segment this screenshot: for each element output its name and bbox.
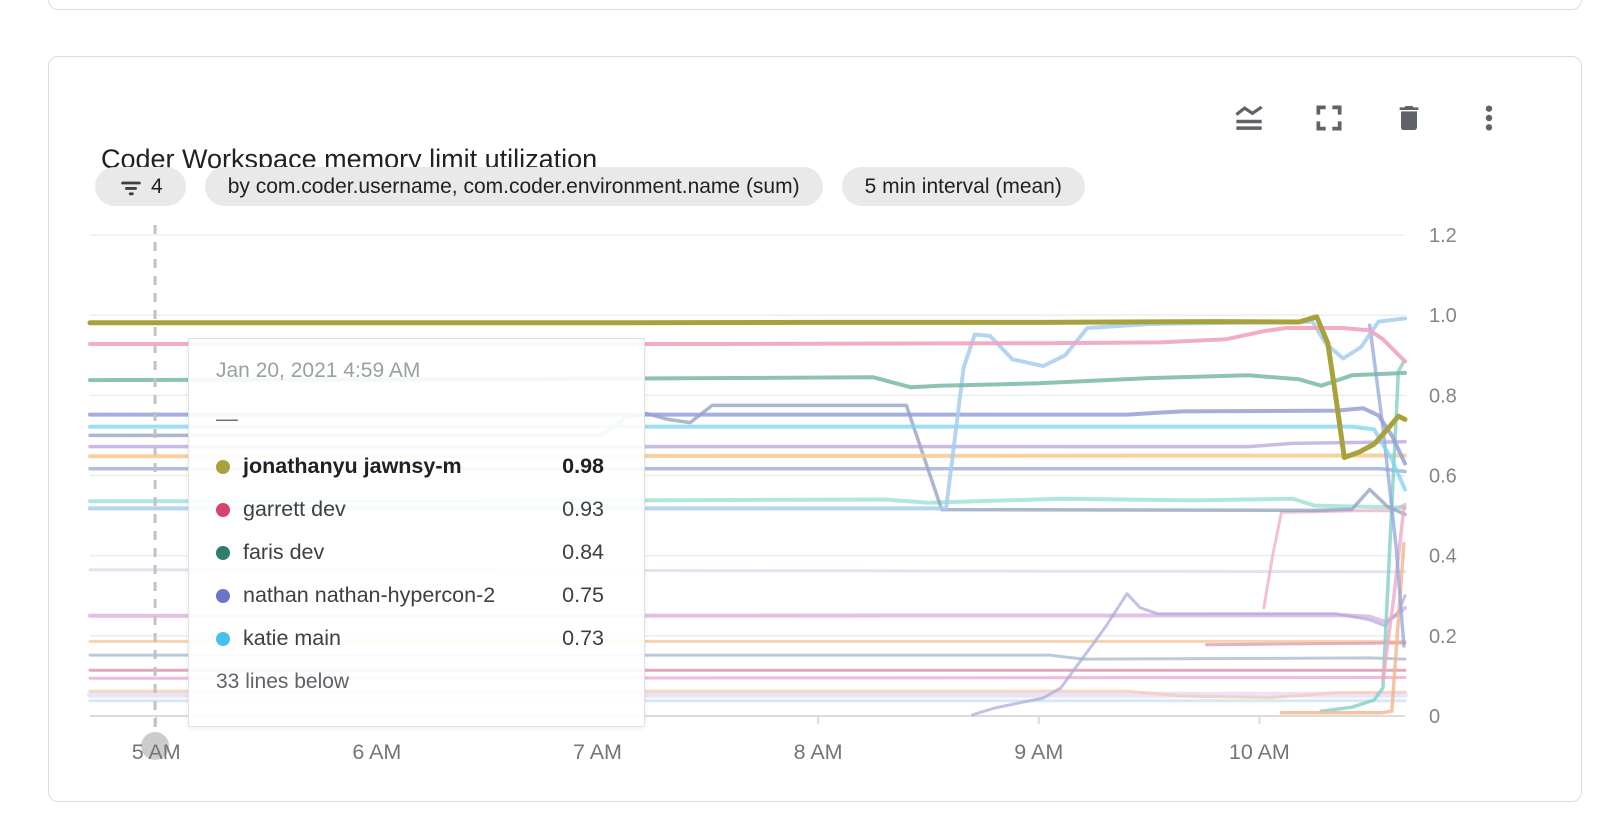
more-vert-icon	[1485, 105, 1493, 131]
svg-text:5 AM: 5 AM	[132, 740, 181, 764]
svg-text:8 AM: 8 AM	[794, 740, 843, 764]
series-color-dot	[216, 631, 230, 646]
chart-tooltip: Jan 20, 2021 4:59 AM — jonathanyu jawnsy…	[188, 338, 645, 727]
chart-card: Coder Workspace memory limit utilization	[48, 56, 1582, 802]
tooltip-footer: 33 lines below	[216, 669, 350, 693]
svg-text:7 AM: 7 AM	[573, 740, 622, 764]
series-label: faris dev	[243, 540, 325, 564]
tooltip-row: nathan nathan-hypercon-2 0.75	[216, 574, 604, 617]
series-value: 0.75	[562, 583, 604, 607]
series-value: 0.73	[562, 626, 604, 650]
chip-row: 4 by com.coder.username, com.coder.envir…	[95, 167, 1085, 206]
tooltip-rows: jonathanyu jawnsy-m 0.98 garrett dev 0.93 fa…	[216, 445, 604, 660]
series-label: nathan nathan-hypercon-2	[243, 583, 496, 607]
svg-text:0.6: 0.6	[1429, 466, 1457, 488]
filter-icon	[118, 174, 144, 200]
filter-chip[interactable]: 4	[95, 167, 186, 206]
series-color-dot	[216, 459, 230, 474]
tooltip-timestamp: Jan 20, 2021 4:59 AM	[216, 359, 421, 382]
series-value: 0.93	[562, 497, 604, 521]
chart-type-icon	[1235, 105, 1263, 130]
card-toolbar	[1233, 102, 1505, 134]
group-by-chip[interactable]: by com.coder.username, com.coder.environ…	[204, 167, 823, 206]
filter-count: 4	[151, 174, 163, 198]
trash-icon	[1399, 106, 1419, 130]
svg-text:6 AM: 6 AM	[352, 740, 401, 764]
svg-text:0.4: 0.4	[1429, 546, 1457, 568]
tooltip-row: garrett dev 0.93	[216, 488, 604, 531]
adjacent-card-bottom-edge	[48, 0, 1582, 10]
svg-text:9 AM: 9 AM	[1014, 740, 1063, 764]
svg-text:0.2: 0.2	[1429, 626, 1457, 648]
delete-button[interactable]	[1393, 102, 1425, 134]
svg-text:0.8: 0.8	[1429, 385, 1457, 407]
tooltip-row: katie main 0.73	[216, 617, 604, 660]
interval-chip[interactable]: 5 min interval (mean)	[841, 167, 1085, 206]
series-label: garrett dev	[243, 497, 346, 521]
tooltip-row: jonathanyu jawnsy-m 0.98	[216, 445, 604, 488]
svg-text:0: 0	[1429, 706, 1440, 728]
svg-text:1.2: 1.2	[1429, 225, 1457, 247]
series-label: jonathanyu jawnsy-m	[243, 454, 462, 478]
series-value: 0.98	[562, 454, 604, 478]
tooltip-dash: —	[216, 406, 238, 431]
series-color-dot	[216, 502, 230, 517]
series-value: 0.84	[562, 540, 604, 564]
chart-type-button[interactable]	[1233, 102, 1265, 134]
series-label: katie main	[243, 626, 341, 650]
fullscreen-icon	[1316, 105, 1342, 131]
more-options-button[interactable]	[1473, 102, 1505, 134]
series-color-dot	[216, 588, 230, 603]
series-color-dot	[216, 545, 230, 560]
tooltip-row: faris dev 0.84	[216, 531, 604, 574]
svg-text:10 AM: 10 AM	[1229, 740, 1290, 764]
svg-text:1.0: 1.0	[1429, 305, 1457, 327]
fullscreen-button[interactable]	[1313, 102, 1345, 134]
